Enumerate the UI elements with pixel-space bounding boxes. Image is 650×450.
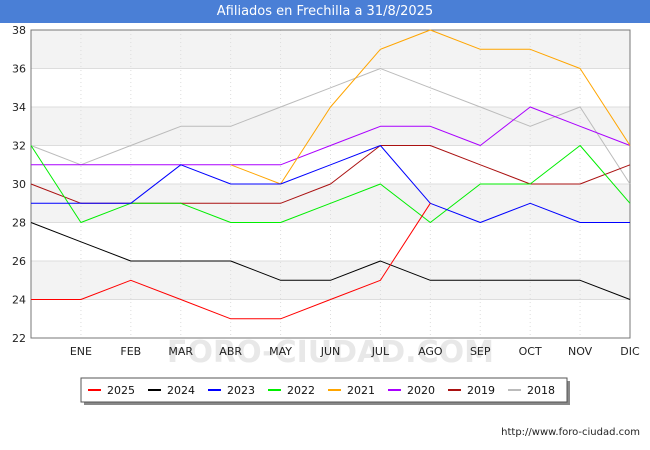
y-tick-label: 26 — [12, 255, 26, 268]
x-tick-label: ABR — [219, 345, 242, 358]
series-line-2020 — [31, 106, 631, 166]
legend-label-2023: 2023 — [227, 384, 255, 397]
x-tick-label: AGO — [418, 345, 443, 358]
y-tick-label: 22 — [12, 332, 26, 345]
x-tick-label: OCT — [519, 345, 542, 358]
y-tick-label: 34 — [12, 101, 26, 114]
y-tick-label: 38 — [12, 24, 26, 37]
x-tick-label: JUN — [320, 345, 341, 358]
y-tick-label: 30 — [12, 178, 26, 191]
legend-label-2019: 2019 — [467, 384, 495, 397]
x-tick-label: ENE — [70, 345, 92, 358]
y-tick-label: 36 — [12, 63, 26, 76]
watermark-text: FORO-CIUDAD.COM — [167, 335, 494, 370]
legend-label-2024: 2024 — [167, 384, 195, 397]
series-line-2024 — [30, 222, 631, 300]
series-line-2025 — [31, 203, 431, 320]
y-tick-label: 24 — [12, 294, 26, 307]
x-tick-label: FEB — [120, 345, 141, 358]
legend-label-2021: 2021 — [347, 384, 375, 397]
legend-label-2018: 2018 — [527, 384, 555, 397]
x-tick-label: MAR — [168, 345, 193, 358]
x-tick-label: MAY — [269, 345, 292, 358]
series-line-2018 — [30, 68, 631, 185]
y-tick-label: 32 — [12, 140, 26, 153]
x-tick-label: DIC — [620, 345, 640, 358]
x-tick-label: JUL — [371, 345, 390, 358]
x-tick-label: NOV — [568, 345, 593, 358]
legend: 2025 2024 2023 2022 2021 2020 2019 2018 — [80, 377, 570, 405]
series-line-2021 — [230, 29, 631, 185]
x-tick-label: SEP — [470, 345, 491, 358]
legend-box — [80, 377, 568, 403]
legend-label-2025: 2025 — [107, 384, 135, 397]
legend-label-2022: 2022 — [287, 384, 315, 397]
series-line-2023 — [31, 145, 630, 223]
source-url: http://www.foro-ciudad.com — [501, 427, 640, 438]
legend-label-2020: 2020 — [407, 384, 435, 397]
y-tick-label: 28 — [12, 217, 26, 230]
chart-title: Afiliados en Frechilla a 31/8/2025 — [0, 0, 650, 23]
